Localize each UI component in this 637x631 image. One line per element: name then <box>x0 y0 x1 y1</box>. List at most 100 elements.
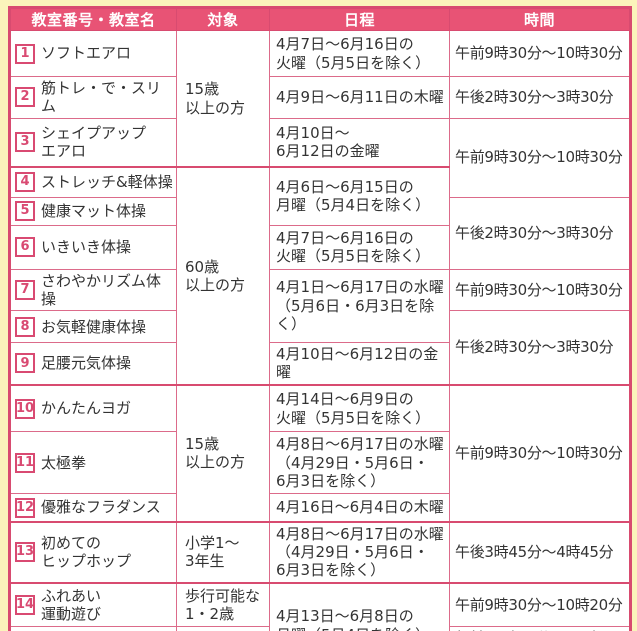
schedule-label: 4月1日〜6月17日の水曜 （5月6日・6月3日を除く） <box>276 278 444 334</box>
time-label: 午後2時30分〜3時30分 <box>455 88 614 107</box>
class-name-label: 筋トレ・で・スリム <box>41 79 162 116</box>
time-label: 午前9時30分〜10時30分 <box>455 44 623 63</box>
header-time: 時間 <box>449 7 631 31</box>
table-header-row: 教室番号・教室名 対象 日程 時間 <box>9 7 631 31</box>
class-name-cell: 9 足腰元気体操 <box>9 342 177 386</box>
class-name-cell: 5 健康マット体操 <box>9 196 177 226</box>
class-name-label: 足腰元気体操 <box>41 354 132 373</box>
class-name-label: ふれあい 運動遊び <box>41 586 102 623</box>
class-number-badge: 8 <box>15 316 35 337</box>
class-schedule-table: 教室番号・教室名 対象 日程 時間 1 ソフトエアロ 15歳 以上の方 4月7日… <box>8 6 632 631</box>
time-cell: 午前9時30分〜10時30分 <box>449 383 631 523</box>
schedule-cell: 4月8日〜6月17日の水曜 （4月29日・5月6日・ 6月3日を除く） <box>269 520 450 584</box>
time-cell: 午前9時30分〜10時30分 <box>449 30 631 77</box>
table-row: 6 いきいき体操 4月7日〜6月16日の 火曜（5月5日を除く） <box>9 224 631 270</box>
time-cell: 午後2時30分〜3時30分 <box>449 310 631 386</box>
schedule-label: 4月8日〜6月17日の水曜 （4月29日・5月6日・ 6月3日を除く） <box>276 524 444 580</box>
table-row: 3 シェイプアップ エアロ 4月10日〜 6月12日の金曜 午前9時30分〜10… <box>9 117 631 198</box>
class-name-label: ストレッチ&軽体操 <box>41 173 173 192</box>
class-name-label: 初めての ヒップホップ <box>41 533 132 571</box>
class-name-cell: 6 いきいき体操 <box>9 224 177 270</box>
class-name-cell: 12 優雅なフラダンス <box>9 493 177 523</box>
table-row: 8 お気軽健康体操 午後2時30分〜3時30分 <box>9 310 631 386</box>
schedule-label: 4月10日〜 6月12日の金曜 <box>276 124 380 161</box>
class-number-badge: 11 <box>15 452 35 473</box>
class-name-cell: 2 筋トレ・で・スリム <box>9 76 177 119</box>
class-name-cell: 10 かんたんヨガ <box>9 383 177 433</box>
class-number-badge: 14 <box>15 594 35 615</box>
class-number-badge: 9 <box>15 353 35 374</box>
schedule-cell: 4月14日〜6月9日の 火曜（5月5日を除く） <box>269 383 450 433</box>
table-row: 2 筋トレ・で・スリム 4月9日〜6月11日の木曜 午後2時30分〜3時30分 <box>9 76 631 119</box>
target-label: 60歳 以上の方 <box>185 257 246 294</box>
schedule-label: 4月7日〜6月16日の 火曜（5月5日を除く） <box>276 35 431 72</box>
class-name-label: かんたんヨガ <box>41 399 132 418</box>
time-cell: 午前9時30分〜10時30分 <box>449 117 631 198</box>
target-cell: 2・3歳 <box>176 626 270 631</box>
class-name-cell: 14 ふれあい 運動遊び <box>9 581 177 628</box>
table-row: 11 太極拳 4月8日〜6月17日の水曜 （4月29日・5月6日・ 6月3日を除… <box>9 431 631 495</box>
header-schedule: 日程 <box>269 7 450 31</box>
time-label: 午後2時30分〜3時30分 <box>455 338 614 357</box>
class-name-label: お気軽健康体操 <box>41 317 147 336</box>
target-label: 小学1〜 3年生 <box>185 533 240 571</box>
class-name-cell: 3 シェイプアップ エアロ <box>9 117 177 168</box>
time-label: 午前10時40分〜11時30分 <box>455 629 627 631</box>
class-number-badge: 12 <box>15 497 35 518</box>
schedule-cell: 4月6日〜6月15日の 月曜（5月4日を除く） <box>269 166 450 226</box>
class-number-badge: 7 <box>15 279 35 300</box>
table-row: 12 優雅なフラダンス 4月16日〜6月4日の木曜 <box>9 493 631 523</box>
table-row: 1 ソフトエアロ 15歳 以上の方 4月7日〜6月16日の 火曜（5月5日を除く… <box>9 30 631 168</box>
time-label: 午前9時30分〜10時30分 <box>455 280 623 299</box>
class-number-badge: 3 <box>15 132 35 153</box>
schedule-label: 4月13日〜6月8日の 月曜（5月4日を除く） <box>276 607 430 631</box>
class-number-badge: 6 <box>15 237 35 258</box>
time-cell: 午後2時30分〜3時30分 <box>449 76 631 119</box>
class-name-cell: 8 お気軽健康体操 <box>9 310 177 344</box>
schedule-cell: 4月10日〜 6月12日の金曜 <box>269 117 450 168</box>
class-name-cell: 1 ソフトエアロ <box>9 30 177 77</box>
class-number-badge: 1 <box>15 43 35 64</box>
target-label: 歩行可能な 1・2歳 <box>185 586 261 623</box>
class-name-label: 優雅なフラダンス <box>41 498 161 517</box>
schedule-cell: 4月9日〜6月11日の木曜 <box>269 76 450 119</box>
class-name-cell: 13 初めての ヒップホップ <box>9 520 177 584</box>
schedule-label: 4月7日〜6月16日の 火曜（5月5日を除く） <box>276 228 431 266</box>
class-name-label: いきいき体操 <box>41 237 132 256</box>
class-number-badge: 2 <box>15 87 35 108</box>
class-number-badge: 4 <box>15 172 35 193</box>
time-label: 午前9時30分〜10時20分 <box>455 595 623 614</box>
header-classroom-number-name: 教室番号・教室名 <box>9 7 177 31</box>
schedule-label: 4月10日〜6月12日の金曜 <box>276 345 439 382</box>
class-name-label: ソフトエアロ <box>41 44 132 63</box>
table-row: 14 ふれあい 運動遊び 歩行可能な 1・2歳 4月13日〜6月8日の 月曜（5… <box>9 581 631 631</box>
class-name-label: 太極拳 <box>41 453 87 472</box>
class-name-cell: 15 親子運動遊び <box>9 626 177 631</box>
schedule-label: 4月16日〜6月4日の木曜 <box>276 498 444 517</box>
schedule-label: 4月9日〜6月11日の木曜 <box>276 88 444 107</box>
table-row: 4 ストレッチ&軽体操 60歳 以上の方 4月6日〜6月15日の 月曜（5月4日… <box>9 166 631 386</box>
time-cell: 午前10時40分〜11時30分 <box>449 626 631 631</box>
target-cell: 歩行可能な 1・2歳 <box>176 581 270 628</box>
class-number-badge: 10 <box>15 398 35 419</box>
schedule-label: 4月6日〜6月15日の 月曜（5月4日を除く） <box>276 178 431 215</box>
header-target: 対象 <box>176 7 270 31</box>
class-name-cell: 7 さわやかリズム体操 <box>9 268 177 312</box>
table-row: 10 かんたんヨガ 15歳 以上の方 4月14日〜6月9日の 火曜（5月5日を除… <box>9 383 631 523</box>
target-label: 15歳 以上の方 <box>185 434 246 472</box>
time-cell: 午後3時45分〜4時45分 <box>449 520 631 584</box>
target-label: 15歳 以上の方 <box>185 80 246 117</box>
class-name-cell: 4 ストレッチ&軽体操 <box>9 166 177 198</box>
schedule-cell: 4月7日〜6月16日の 火曜（5月5日を除く） <box>269 224 450 270</box>
time-label: 午前9時30分〜10時30分 <box>455 148 623 167</box>
table-row: 13 初めての ヒップホップ 小学1〜 3年生 4月8日〜6月17日の水曜 （4… <box>9 520 631 584</box>
table-row: 15 親子運動遊び 2・3歳 午前10時40分〜11時30分 <box>9 626 631 631</box>
time-label: 午後3時45分〜4時45分 <box>455 543 614 562</box>
table-row: 7 さわやかリズム体操 4月1日〜6月17日の水曜 （5月6日・6月3日を除く）… <box>9 268 631 344</box>
class-name-label: シェイプアップ エアロ <box>41 124 147 161</box>
time-cell: 午前9時30分〜10時20分 <box>449 581 631 628</box>
class-name-label: さわやかリズム体操 <box>41 271 162 308</box>
schedule-cell: 4月8日〜6月17日の水曜 （4月29日・5月6日・ 6月3日を除く） <box>269 431 450 495</box>
table-row: 5 健康マット体操 午後2時30分〜3時30分 <box>9 196 631 270</box>
schedule-label: 4月14日〜6月9日の 火曜（5月5日を除く） <box>276 390 431 427</box>
